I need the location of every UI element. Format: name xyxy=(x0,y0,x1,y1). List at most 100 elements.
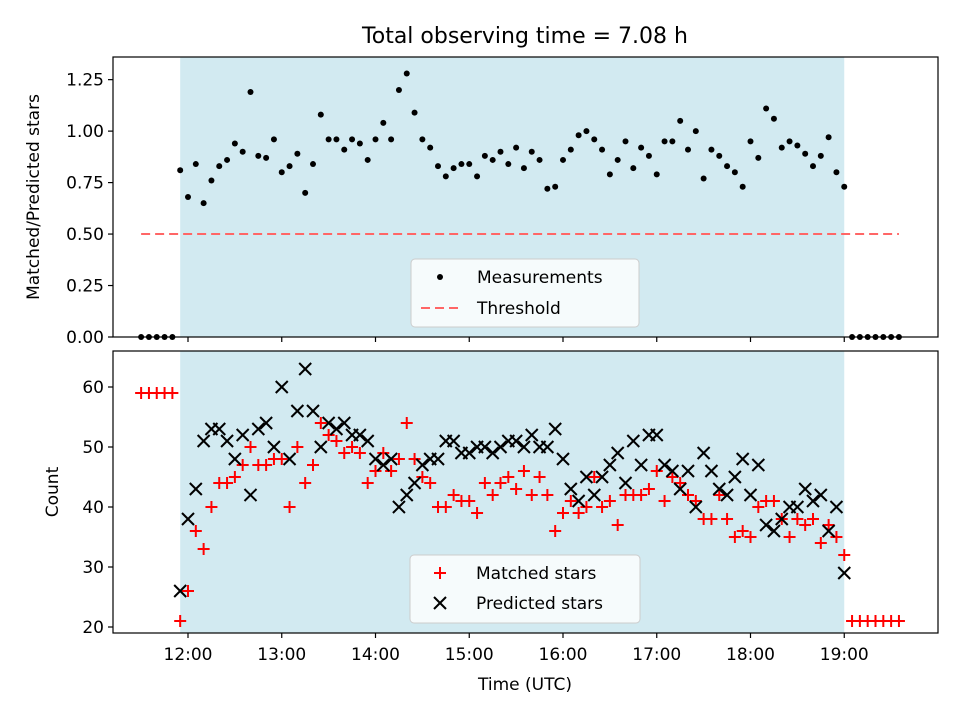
measurement-point xyxy=(481,152,488,159)
measurement-point xyxy=(614,156,621,163)
matched-star-point xyxy=(228,471,241,483)
matched-star-point xyxy=(705,513,718,525)
matched-star-point xyxy=(689,495,702,507)
predicted-star-point xyxy=(610,446,625,460)
measurement-point xyxy=(185,194,191,200)
predicted-star-point xyxy=(650,428,664,442)
predicted-star-point xyxy=(798,482,812,496)
matched-star-point xyxy=(549,525,562,537)
measurement-point xyxy=(567,146,574,153)
bottom-y-tick-label: 20 xyxy=(82,618,104,638)
matched-star-point xyxy=(611,519,624,531)
measurement-point xyxy=(317,111,324,118)
matched-star-point xyxy=(314,417,327,429)
bottom-plot-frame xyxy=(112,350,939,634)
measurement-point xyxy=(770,115,777,122)
measurement-point xyxy=(575,132,582,139)
matched-star-point xyxy=(221,477,234,489)
predicted-star-point xyxy=(751,458,766,472)
bottom-y-tick-label: 50 xyxy=(82,438,104,458)
measurement-point xyxy=(177,167,184,174)
measurement-point xyxy=(825,134,832,141)
matched-star-point xyxy=(721,513,734,525)
measurement-point xyxy=(536,156,543,163)
measurement-point xyxy=(661,138,668,145)
matched-star-point xyxy=(682,489,694,501)
predicted-star-point xyxy=(704,464,719,478)
measurement-point xyxy=(724,163,731,170)
matched-star-point xyxy=(666,471,679,483)
measurement-point xyxy=(669,138,676,145)
matched-star-point xyxy=(525,489,538,501)
measurement-point xyxy=(794,142,801,149)
predicted-star-point xyxy=(657,458,672,472)
predicted-star-point xyxy=(829,500,844,514)
bottom-x-tick-label: 19:00 xyxy=(820,645,869,665)
measurement-point xyxy=(270,136,277,143)
measurement-point xyxy=(653,171,660,178)
measurement-point xyxy=(638,144,645,151)
top-legend-label-measurements: Measurements xyxy=(477,268,603,288)
measurement-point xyxy=(833,169,840,176)
measurement-point xyxy=(341,146,348,153)
measurement-point xyxy=(231,140,238,147)
bottom-panel: 20 30 40 50 60 12:00 13:00 14:00 15:00 16:00 17:0… xyxy=(43,350,939,695)
matched-star-point xyxy=(830,531,843,543)
measurement-point xyxy=(817,152,824,159)
matched-star-point xyxy=(767,495,780,507)
predicted-star-point xyxy=(571,494,586,508)
top-y-tick-label: 0.00 xyxy=(66,328,104,348)
bottom-legend-label-matched: Matched stars xyxy=(476,564,596,584)
bottom-x-tick-label: 16:00 xyxy=(539,645,588,665)
measurement-point xyxy=(286,163,293,170)
matched-star-point xyxy=(510,483,523,495)
matched-star-point xyxy=(377,447,390,459)
matched-star-point xyxy=(650,465,663,477)
measurement-point xyxy=(263,154,270,161)
predicted-star-point xyxy=(587,488,601,502)
predicted-star-point xyxy=(673,482,687,496)
predicted-star-point xyxy=(446,434,461,448)
predicted-star-point xyxy=(548,422,562,436)
matched-star-point xyxy=(338,447,351,459)
matched-star-point xyxy=(580,501,593,513)
matched-star-point xyxy=(892,615,905,627)
matched-star-point xyxy=(713,489,726,501)
matched-star-point xyxy=(182,585,194,597)
predicted-star-point xyxy=(814,488,828,502)
predicted-star-point xyxy=(400,488,414,502)
matched-star-point xyxy=(533,471,546,483)
bottom-x-tick-label: 12:00 xyxy=(164,645,213,665)
measurement-point xyxy=(599,146,606,153)
measurement-point xyxy=(630,165,637,172)
top-legend-marker-measurements xyxy=(437,274,443,280)
bottom-x-tick-label: 14:00 xyxy=(351,645,400,665)
matched-star-point xyxy=(588,471,601,483)
predicted-star-point xyxy=(759,518,773,532)
predicted-star-point xyxy=(485,446,500,460)
measurement-point xyxy=(466,161,473,168)
top-y-tick-label: 1.00 xyxy=(66,122,104,142)
matched-star-point xyxy=(346,441,359,453)
bottom-x-axis-label: Time (UTC) xyxy=(477,675,572,695)
measurement-point xyxy=(778,144,785,151)
predicted-star-point xyxy=(618,476,633,490)
predicted-star-point xyxy=(282,452,297,466)
predicted-star-point xyxy=(376,458,391,472)
matched-star-point xyxy=(439,501,452,513)
measurement-point xyxy=(364,156,371,163)
measurement-point xyxy=(216,163,223,170)
predicted-star-point xyxy=(462,446,476,460)
predicted-star-point xyxy=(728,470,742,484)
matched-star-point xyxy=(416,471,429,483)
bottom-x-ticks: 12:00 13:00 14:00 15:00 16:00 17:00 18:00 19:00 xyxy=(164,633,869,665)
measurement-point xyxy=(388,136,395,143)
measurement-point xyxy=(497,148,504,155)
matched-star-point xyxy=(564,495,577,507)
predicted-star-point xyxy=(360,434,375,448)
matched-star-point xyxy=(353,447,366,459)
measurement-point xyxy=(716,152,723,159)
measurement-point xyxy=(708,146,715,153)
predicted-star-point xyxy=(173,584,187,598)
predicted-star-point xyxy=(275,380,289,394)
